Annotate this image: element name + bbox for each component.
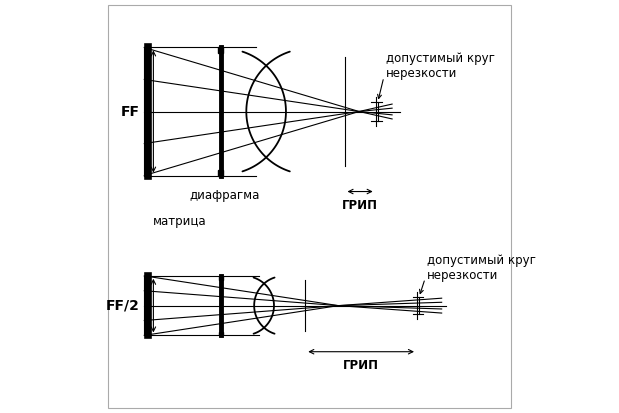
Text: FF/2: FF/2 bbox=[105, 299, 139, 313]
Text: допустимый круг
нерезкости: допустимый круг нерезкости bbox=[386, 52, 495, 80]
Bar bbox=[218, 47, 223, 53]
Bar bbox=[219, 332, 223, 335]
Text: допустимый круг
нерезкости: допустимый круг нерезкости bbox=[427, 254, 536, 282]
Text: ГРИП: ГРИП bbox=[343, 359, 379, 372]
Text: ГРИП: ГРИП bbox=[342, 199, 378, 212]
Text: матрица: матрица bbox=[152, 215, 206, 228]
Bar bbox=[219, 276, 223, 280]
Text: FF: FF bbox=[120, 104, 139, 119]
Bar bbox=[218, 170, 223, 176]
Text: диафрагма: диафрагма bbox=[189, 189, 260, 202]
